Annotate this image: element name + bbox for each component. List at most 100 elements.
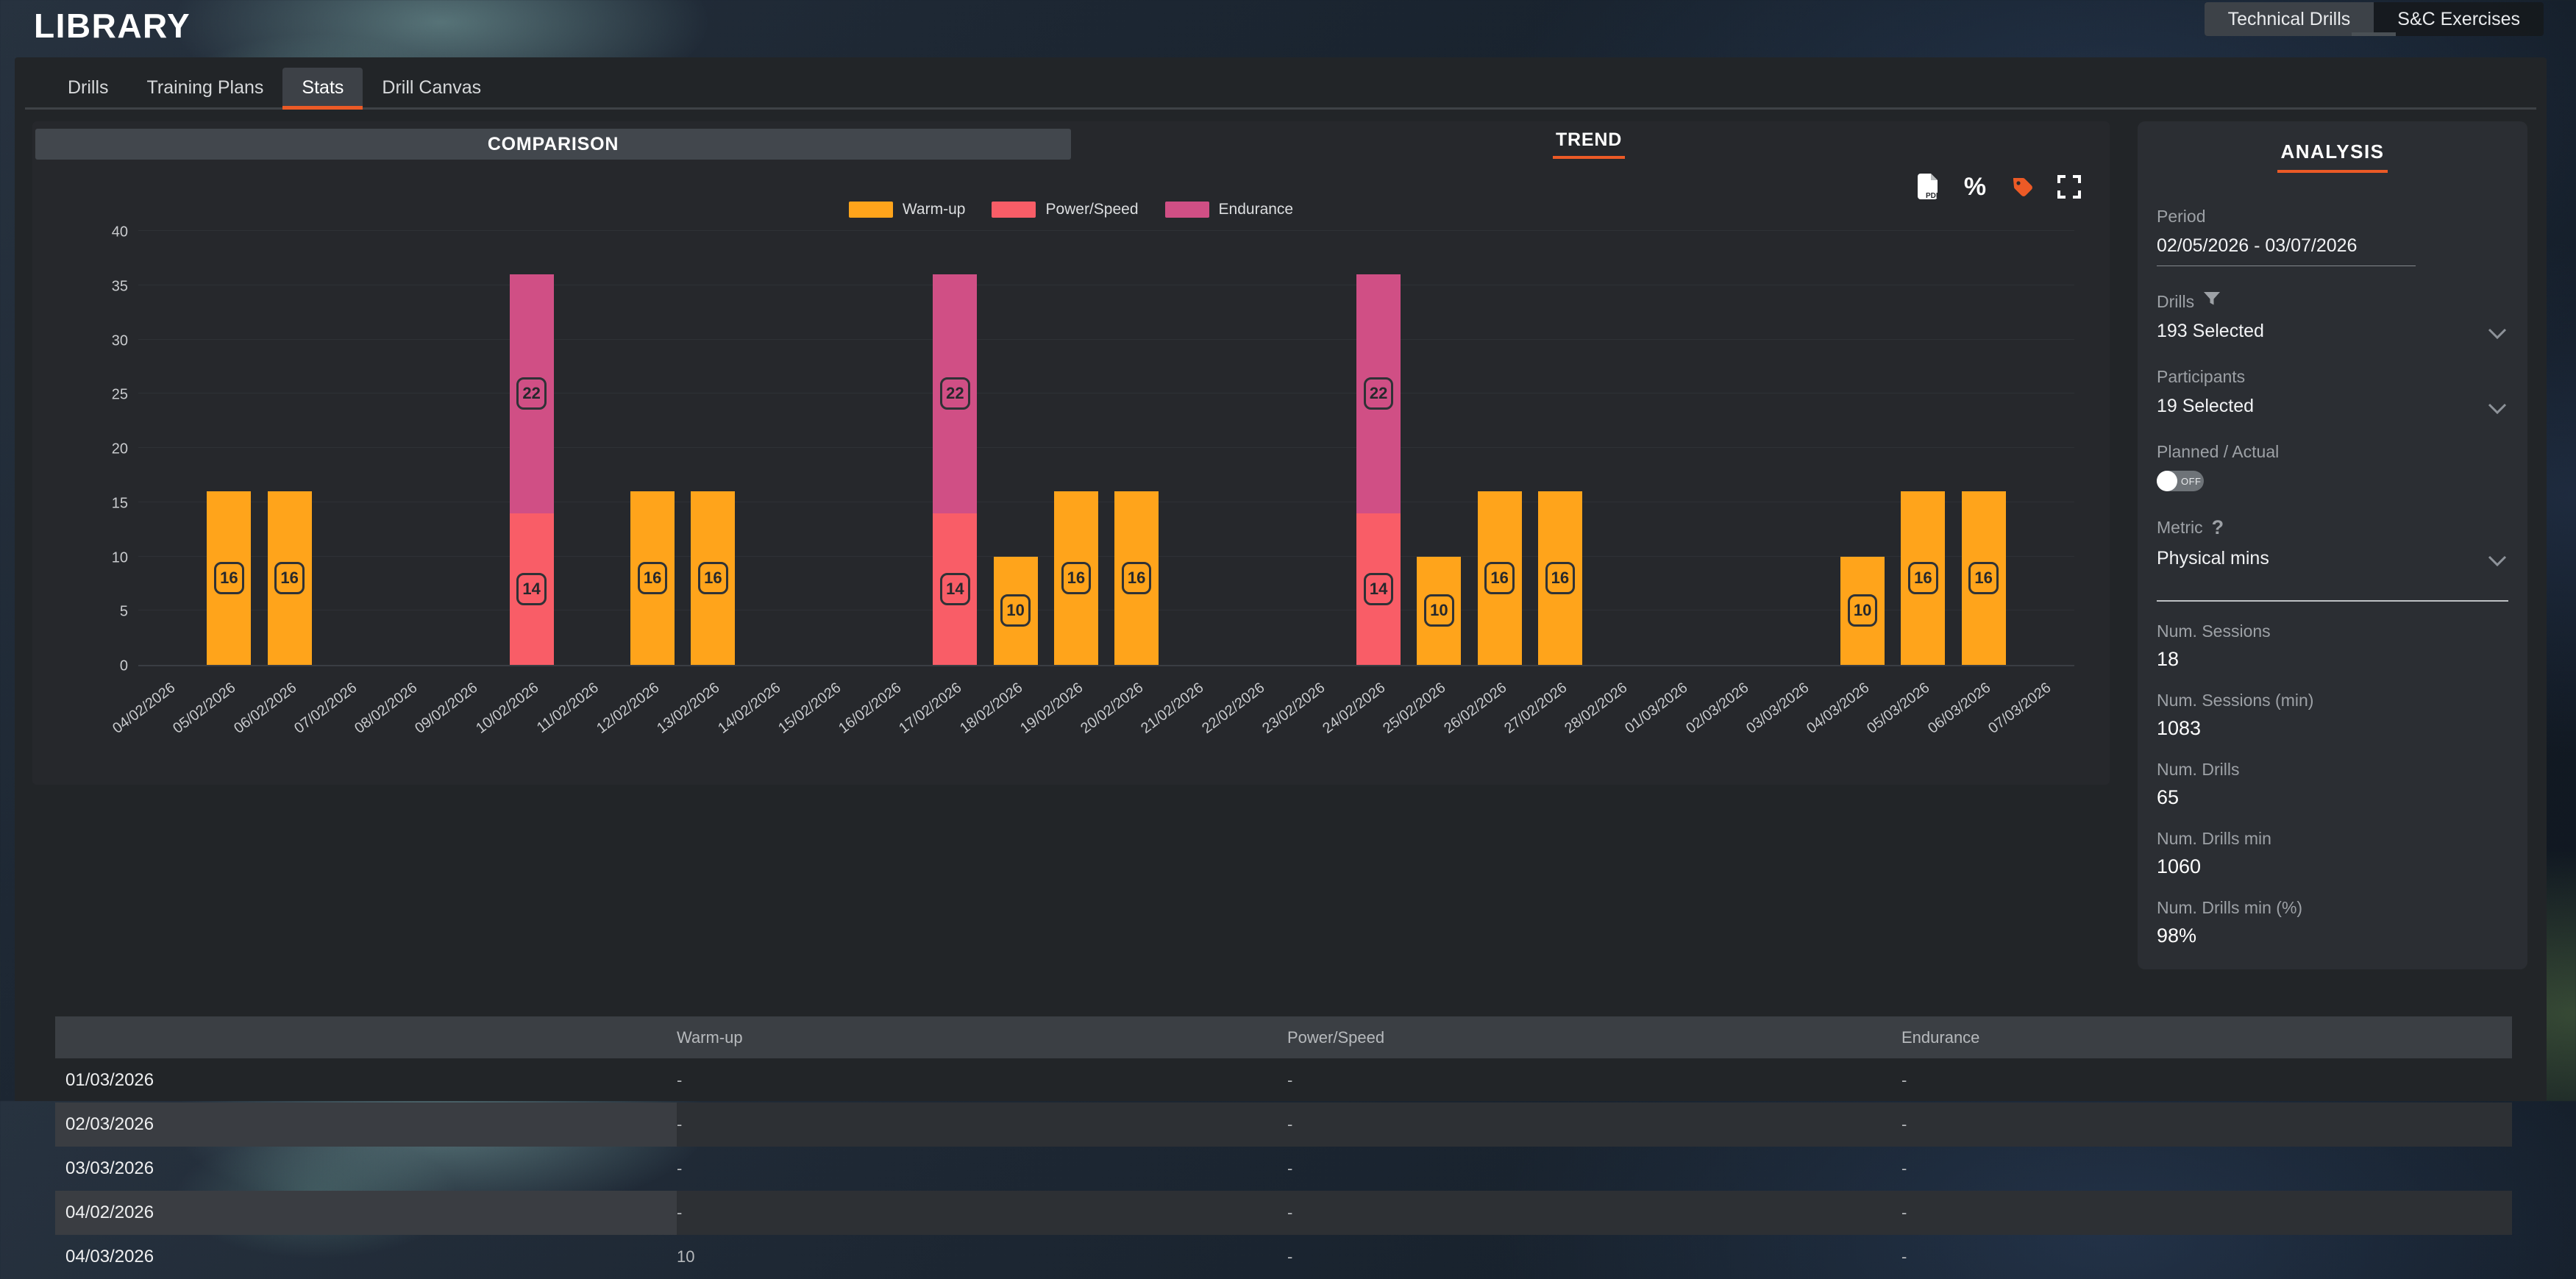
participants-select[interactable]: 19 Selected	[2157, 396, 2508, 417]
table-row[interactable]: 03/03/2026 - - -	[55, 1147, 2512, 1191]
summary-stat: Num. Drills min 1060	[2157, 829, 2508, 878]
summary-stat-value: 1083	[2157, 717, 2202, 739]
summary-stat: Num. Drills 65	[2157, 760, 2508, 809]
help-icon[interactable]: ?	[2211, 516, 2224, 538]
bar-segment-warm-up[interactable]: 16	[1961, 491, 2006, 665]
drills-label-text: Drills	[2157, 291, 2195, 311]
tab-stats[interactable]: Stats	[282, 68, 363, 110]
mode-tab-sc-exercises[interactable]: S&C Exercises	[2352, 2, 2544, 36]
y-axis-tick-label: 5	[119, 603, 128, 620]
bar-slot: 14 22	[925, 232, 985, 665]
bar-segment-warm-up[interactable]: 10	[1417, 556, 1462, 665]
x-axis: 04/02/2026 05/02/2026 06/02/2026 07/02/2026…	[110, 669, 2074, 780]
summary-stat-value: 18	[2157, 648, 2180, 670]
stacked-bar: 16	[630, 491, 675, 665]
y-axis-tick-label: 20	[111, 441, 128, 457]
stacked-bar: 16	[1114, 491, 1159, 665]
bar-segment-power-speed[interactable]: 14	[509, 513, 554, 665]
planned-actual-toggle[interactable]: OFF	[2157, 471, 2204, 491]
y-axis-tick-label: 15	[111, 495, 128, 512]
bar-value-chip: 16	[214, 562, 244, 594]
mode-tab-label: S&C Exercises	[2397, 9, 2520, 29]
tab-training-plans[interactable]: Training Plans	[146, 77, 264, 98]
y-axis-tick-label: 35	[111, 278, 128, 295]
chart-tab-comparison[interactable]: COMPARISON	[35, 129, 1071, 160]
bar-value-chip: 16	[1484, 562, 1515, 594]
fullscreen-icon[interactable]	[2057, 173, 2082, 201]
stats-chart-card: COMPARISON TREND PDF %	[32, 121, 2110, 785]
bar-value-chip: 10	[1424, 594, 1454, 627]
table-row[interactable]: 04/03/2026 10 - -	[55, 1235, 2512, 1279]
metric-select-value: Physical mins	[2157, 548, 2269, 569]
legend-item[interactable]: Endurance	[1164, 201, 1294, 218]
tab-drills[interactable]: Drills	[68, 77, 109, 98]
legend-item[interactable]: Power/Speed	[992, 201, 1139, 218]
summary-stat-label: Num. Drills	[2157, 760, 2240, 779]
period-label: Period	[2157, 207, 2206, 226]
table-cell-warmup: 10	[677, 1247, 695, 1266]
bar-segment-warm-up[interactable]: 16	[267, 491, 312, 665]
bar-segment-warm-up[interactable]: 16	[1053, 491, 1098, 665]
legend-label: Power/Speed	[1045, 201, 1139, 218]
metric-select[interactable]: Physical mins	[2157, 548, 2508, 569]
table-header-power-speed: Power/Speed	[1287, 1027, 1385, 1047]
table-cell-power-speed: -	[1287, 1102, 1901, 1147]
bar-value-chip: 16	[637, 562, 668, 594]
table-header-row: Warm-up Power/Speed Endurance	[55, 1016, 2512, 1058]
table-row[interactable]: 01/03/2026 - - -	[55, 1058, 2512, 1102]
bar-segment-warm-up[interactable]: 16	[207, 491, 252, 665]
summary-stat: Num. Sessions 18	[2157, 621, 2508, 671]
bar-segment-power-speed[interactable]: 14	[933, 513, 978, 665]
summary-stats: Num. Sessions 18 Num. Sessions (min) 1083 Nu…	[2157, 621, 2508, 947]
stacked-bar: 14 22	[933, 274, 978, 665]
bar-segment-endurance[interactable]: 22	[933, 274, 978, 513]
bar-segment-warm-up[interactable]: 10	[1840, 556, 1885, 665]
drills-select-value: 193 Selected	[2157, 321, 2264, 341]
chevron-down-icon	[2488, 551, 2507, 572]
summary-stat: Num. Sessions (min) 1083	[2157, 691, 2508, 740]
stacked-bar: 16	[1477, 491, 1522, 665]
legend-label: Endurance	[1218, 201, 1294, 218]
table-row[interactable]: 04/02/2026- - -	[55, 1191, 2512, 1235]
table-header-endurance: Endurance	[1901, 1027, 1980, 1047]
metric-label: Metric ?	[2157, 516, 2508, 539]
bar-value-chip: 10	[1000, 594, 1031, 627]
bar-slot	[1651, 232, 1711, 665]
percent-icon[interactable]: %	[1963, 172, 1987, 201]
table-row[interactable]: 02/03/2026- - -	[55, 1102, 2512, 1147]
export-pdf-icon[interactable]: PDF	[1915, 173, 1940, 201]
bar-slot	[864, 232, 925, 665]
drills-select[interactable]: 193 Selected	[2157, 321, 2508, 342]
bar-segment-warm-up[interactable]: 16	[691, 491, 736, 665]
bar-slot: 16	[683, 232, 743, 665]
bar-segment-endurance[interactable]: 22	[1356, 274, 1401, 513]
bar-segment-warm-up[interactable]: 16	[1114, 491, 1159, 665]
bar-segment-warm-up[interactable]: 16	[1901, 491, 1946, 665]
chart-tab-trend[interactable]: TREND	[1071, 129, 2107, 160]
planned-actual-label: Planned / Actual	[2157, 442, 2280, 461]
table-cell-date: 03/03/2026	[65, 1158, 154, 1178]
stats-table: Warm-up Power/Speed Endurance 01/03/2026…	[55, 1016, 2512, 1279]
bar-slot: 14 22	[1348, 232, 1409, 665]
tag-icon[interactable]	[2010, 173, 2035, 201]
chart-tab-label: TREND	[1552, 129, 1626, 159]
x-axis-label: 04/02/2026	[110, 680, 179, 737]
bar-segment-power-speed[interactable]: 14	[1356, 513, 1401, 665]
summary-stat-value: 1060	[2157, 855, 2202, 877]
bar-segment-warm-up[interactable]: 16	[630, 491, 675, 665]
bar-slot	[441, 232, 501, 665]
table-cell-warmup: -	[677, 1102, 1287, 1147]
bar-segment-warm-up[interactable]: 16	[1537, 491, 1582, 665]
participants-label: Participants	[2157, 367, 2246, 386]
mode-tab-technical-drills[interactable]: Technical Drills	[2204, 2, 2397, 36]
bar-segment-warm-up[interactable]: 10	[993, 556, 1038, 665]
legend-item[interactable]: Warm-up	[848, 201, 965, 218]
filter-icon[interactable]	[2203, 291, 2221, 312]
analysis-title: ANALYSIS	[2157, 140, 2508, 173]
period-input[interactable]: 02/05/2026 - 03/07/2026	[2157, 235, 2416, 266]
bar-slot: 16	[1530, 232, 1590, 665]
bar-slot	[1167, 232, 1227, 665]
bar-segment-warm-up[interactable]: 16	[1477, 491, 1522, 665]
tab-drill-canvas[interactable]: Drill Canvas	[382, 77, 482, 98]
bar-segment-endurance[interactable]: 22	[509, 274, 554, 513]
